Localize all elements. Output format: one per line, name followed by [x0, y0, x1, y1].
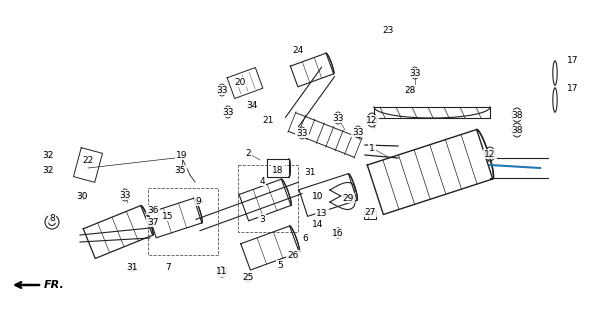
Text: 32: 32	[42, 150, 54, 159]
Text: 33: 33	[216, 85, 228, 94]
Text: 16: 16	[332, 228, 344, 237]
Text: 31: 31	[304, 167, 316, 177]
Text: 21: 21	[262, 116, 273, 124]
Text: 33: 33	[409, 68, 421, 77]
Text: 5: 5	[277, 260, 283, 269]
Text: FR.: FR.	[44, 280, 65, 290]
Text: 33: 33	[296, 129, 308, 138]
Text: 12: 12	[484, 149, 496, 158]
Text: 29: 29	[342, 194, 354, 203]
Text: 18: 18	[272, 165, 284, 174]
Text: 31: 31	[126, 263, 138, 273]
Text: 17: 17	[567, 84, 579, 92]
Text: 28: 28	[405, 85, 416, 94]
Text: 4: 4	[259, 177, 265, 186]
Text: 33: 33	[120, 190, 131, 199]
Text: 10: 10	[312, 191, 324, 201]
Text: 1: 1	[369, 143, 375, 153]
Text: 11: 11	[216, 268, 228, 276]
Text: 22: 22	[82, 156, 94, 164]
Text: 33: 33	[332, 114, 344, 123]
Text: 38: 38	[511, 110, 523, 119]
Text: 3: 3	[259, 214, 265, 223]
Text: 30: 30	[76, 191, 88, 201]
Text: 14: 14	[312, 220, 324, 228]
Text: 8: 8	[49, 213, 55, 222]
Text: 6: 6	[302, 234, 308, 243]
Text: 35: 35	[174, 165, 186, 174]
Text: 27: 27	[364, 207, 376, 217]
Text: 12: 12	[367, 116, 378, 124]
Text: 38: 38	[511, 125, 523, 134]
Text: 33: 33	[352, 127, 364, 137]
Text: 34: 34	[246, 100, 257, 109]
Text: 24: 24	[292, 45, 303, 54]
Text: 13: 13	[316, 209, 328, 218]
Text: 33: 33	[223, 108, 234, 116]
Text: 36: 36	[147, 205, 159, 214]
Text: 2: 2	[245, 148, 251, 157]
Text: 9: 9	[195, 196, 201, 205]
Text: 20: 20	[234, 77, 246, 86]
Text: 19: 19	[177, 150, 188, 159]
Text: 15: 15	[162, 212, 173, 220]
Text: 37: 37	[147, 218, 159, 227]
Text: 23: 23	[383, 26, 394, 35]
Text: 32: 32	[42, 165, 54, 174]
Text: 17: 17	[567, 55, 579, 65]
Text: 26: 26	[287, 251, 299, 260]
Text: 25: 25	[242, 274, 254, 283]
Text: 7: 7	[165, 263, 171, 273]
